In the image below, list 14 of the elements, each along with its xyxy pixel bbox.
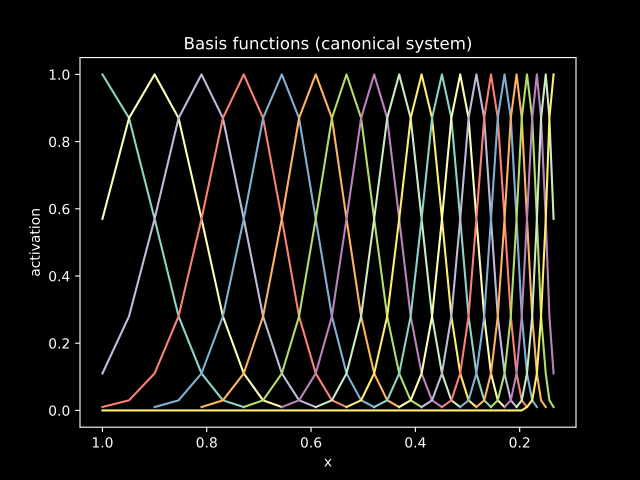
x-tick-label: 1.0 <box>92 437 113 448</box>
y-tick-label: 0.8 <box>49 136 70 148</box>
x-tick-label: 0.6 <box>300 437 322 448</box>
y-tick-label: 1.0 <box>50 69 70 80</box>
x-tick-label: 0.8 <box>196 437 217 448</box>
chart-title: Basis functions (canonical system) <box>185 36 472 53</box>
y-tick-label: 0.2 <box>49 338 69 349</box>
y-tick-label: 0.4 <box>49 270 70 282</box>
x-tick-label: 0.2 <box>510 437 530 448</box>
y-tick-label: 0.0 <box>49 405 70 416</box>
x-axis-title: x <box>324 458 332 466</box>
y-tick-label: 0.6 <box>49 204 70 214</box>
y-axis-title: activation <box>29 209 40 276</box>
x-tick-label: 0.4 <box>405 437 426 448</box>
